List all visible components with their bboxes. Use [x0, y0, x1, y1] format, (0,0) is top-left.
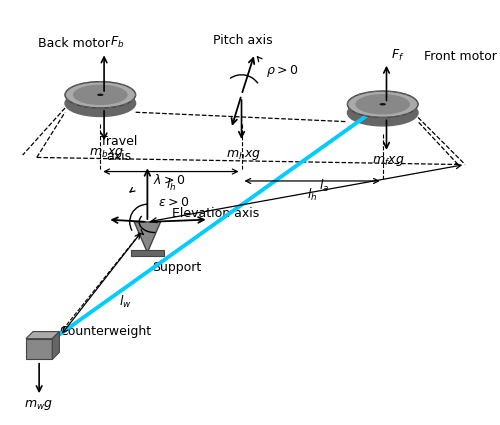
Text: Support: Support [152, 261, 202, 274]
Ellipse shape [65, 82, 136, 108]
Ellipse shape [380, 103, 386, 105]
Text: $\rho > 0$: $\rho > 0$ [266, 63, 298, 79]
Ellipse shape [97, 94, 103, 96]
Text: $l_a$: $l_a$ [320, 178, 330, 194]
Text: $F_b$: $F_b$ [110, 35, 124, 50]
Polygon shape [52, 332, 60, 360]
Polygon shape [26, 339, 52, 360]
Text: $l_w$: $l_w$ [119, 294, 132, 310]
Ellipse shape [73, 85, 128, 105]
Text: $\lambda > 0$: $\lambda > 0$ [153, 173, 186, 187]
Polygon shape [26, 332, 60, 339]
Text: Travel
axis: Travel axis [100, 135, 138, 163]
Text: Front motor: Front motor [424, 50, 496, 63]
Polygon shape [134, 222, 160, 252]
Text: Elevation axis: Elevation axis [172, 207, 259, 220]
Text: $\varepsilon > 0$: $\varepsilon > 0$ [158, 196, 189, 209]
Ellipse shape [356, 94, 410, 114]
Ellipse shape [348, 91, 418, 117]
Text: $l_h$: $l_h$ [307, 187, 318, 203]
Bar [131, 249, 164, 256]
Ellipse shape [348, 99, 418, 126]
Text: $F_f$: $F_f$ [390, 48, 404, 63]
Text: $m_wg$: $m_wg$ [24, 398, 53, 412]
Text: Back motor: Back motor [38, 37, 111, 50]
Text: Pitch axis: Pitch axis [212, 34, 272, 47]
Text: $l_h$: $l_h$ [166, 177, 176, 193]
Ellipse shape [65, 90, 136, 116]
Text: $m_bxg$: $m_bxg$ [88, 146, 124, 160]
Text: $m_fxg$: $m_fxg$ [372, 154, 404, 168]
Text: $m_hxg$: $m_hxg$ [226, 147, 262, 162]
Text: Counterweight: Counterweight [59, 325, 151, 337]
